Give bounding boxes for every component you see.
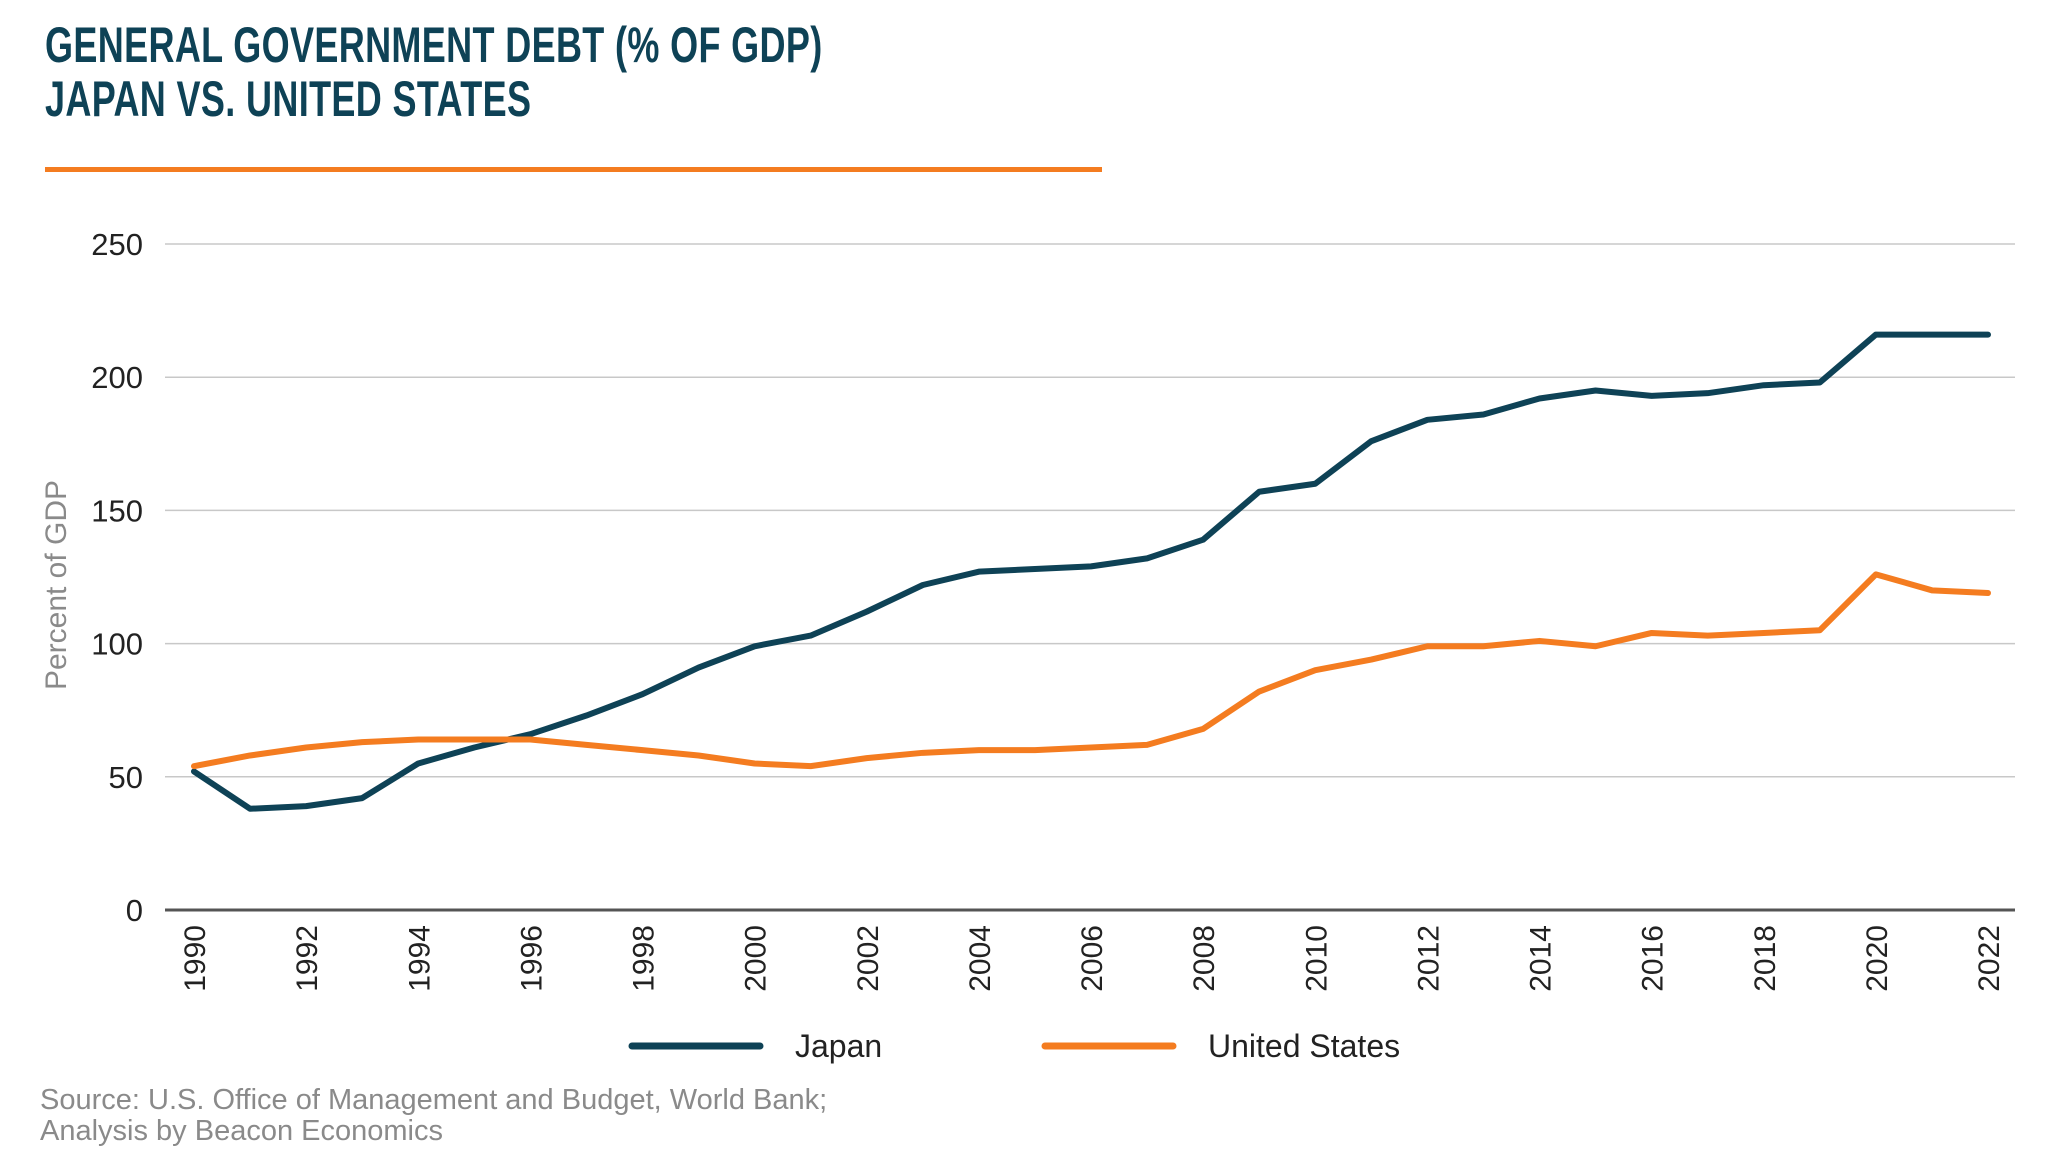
x-tick-label: 1998 (628, 925, 661, 992)
x-tick-label: 1996 (515, 925, 548, 992)
y-tick-label: 250 (91, 227, 143, 262)
x-tick-label: 2002 (852, 925, 885, 992)
x-tick-label: 2000 (740, 925, 773, 992)
y-tick-label: 150 (91, 493, 143, 528)
x-tick-label: 2014 (1525, 925, 1558, 992)
chart-title: GENERAL GOVERNMENT DEBT (% OF GDP) JAPAN… (45, 18, 823, 126)
title-divider (45, 167, 1102, 172)
y-tick-label: 200 (91, 360, 143, 395)
y-tick-label: 0 (126, 893, 143, 928)
x-tick-label: 2012 (1412, 925, 1445, 992)
source-note: Source: U.S. Office of Management and Bu… (40, 1085, 827, 1147)
x-tick-label: 2008 (1188, 925, 1221, 992)
x-tick-label: 2022 (1973, 925, 2006, 992)
title-line-2: JAPAN VS. UNITED STATES (45, 71, 532, 127)
source-line-2: Analysis by Beacon Economics (40, 1115, 443, 1147)
legend-label: United States (1208, 1028, 1400, 1064)
y-axis-label: Percent of GDP (40, 480, 73, 690)
x-tick-label: 2020 (1861, 925, 1894, 992)
legend-label: Japan (795, 1028, 882, 1064)
source-line-1: Source: U.S. Office of Management and Bu… (40, 1084, 828, 1116)
x-tick-label: 1990 (179, 925, 212, 992)
x-tick-label: 1994 (403, 925, 436, 992)
x-tick-label: 2016 (1637, 925, 1670, 992)
series-line-united-states (191, 571, 1991, 770)
title-line-1: GENERAL GOVERNMENT DEBT (% OF GDP) (45, 17, 823, 73)
y-tick-label: 50 (109, 760, 143, 795)
x-tick-label: 2018 (1749, 925, 1782, 992)
x-tick-label: 2004 (964, 925, 997, 992)
x-tick-label: 2006 (1076, 925, 1109, 992)
x-tick-label: 2010 (1300, 925, 1333, 992)
y-tick-label: 100 (91, 627, 143, 662)
x-tick-label: 1992 (291, 925, 324, 992)
